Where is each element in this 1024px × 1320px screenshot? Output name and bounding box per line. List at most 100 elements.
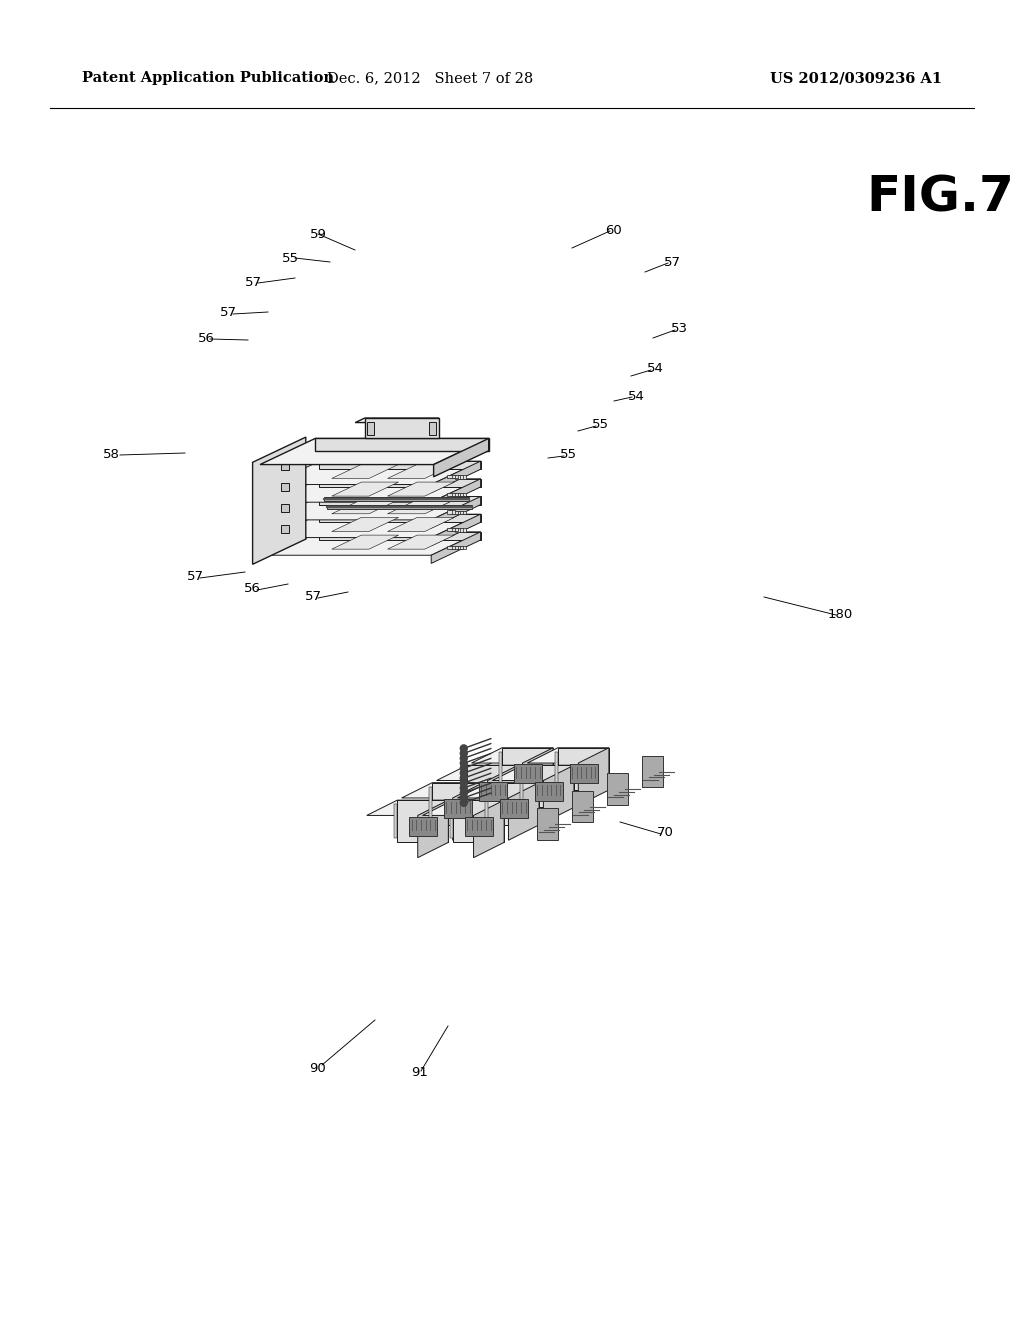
Polygon shape (447, 545, 453, 549)
Polygon shape (493, 766, 574, 780)
Polygon shape (558, 747, 609, 789)
Polygon shape (447, 511, 453, 513)
Polygon shape (447, 492, 453, 496)
Polygon shape (270, 479, 480, 502)
Circle shape (461, 744, 467, 752)
Circle shape (461, 755, 467, 762)
Text: 54: 54 (646, 363, 664, 375)
Polygon shape (319, 461, 480, 470)
Circle shape (461, 750, 467, 756)
Circle shape (461, 780, 467, 787)
Text: 59: 59 (309, 227, 327, 240)
Text: 57: 57 (664, 256, 681, 268)
Text: 56: 56 (244, 582, 260, 595)
Polygon shape (431, 461, 480, 492)
Polygon shape (642, 755, 663, 787)
Polygon shape (461, 494, 466, 496)
Polygon shape (332, 500, 398, 513)
Polygon shape (397, 800, 449, 842)
Polygon shape (270, 496, 480, 520)
Polygon shape (514, 764, 542, 784)
Circle shape (461, 764, 467, 772)
Polygon shape (606, 774, 628, 805)
Polygon shape (461, 546, 466, 549)
Polygon shape (485, 787, 488, 821)
Polygon shape (509, 783, 539, 841)
Polygon shape (418, 800, 449, 858)
Polygon shape (324, 496, 469, 500)
Polygon shape (368, 421, 374, 436)
Polygon shape (431, 496, 480, 528)
Polygon shape (537, 808, 558, 840)
Polygon shape (270, 515, 480, 537)
Polygon shape (281, 462, 289, 470)
Polygon shape (450, 528, 455, 532)
Polygon shape (433, 438, 488, 477)
Text: 91: 91 (412, 1067, 428, 1080)
Circle shape (461, 775, 467, 781)
Text: 58: 58 (102, 447, 120, 461)
Polygon shape (450, 492, 455, 496)
Polygon shape (579, 747, 609, 805)
Polygon shape (458, 511, 463, 513)
Polygon shape (487, 766, 518, 822)
Polygon shape (454, 800, 504, 842)
Text: US 2012/0309236 A1: US 2012/0309236 A1 (770, 71, 942, 84)
Text: 54: 54 (628, 389, 644, 403)
Polygon shape (453, 546, 458, 549)
Polygon shape (453, 511, 458, 513)
Polygon shape (451, 804, 454, 838)
Polygon shape (527, 747, 609, 763)
Polygon shape (458, 528, 463, 532)
Polygon shape (436, 766, 518, 780)
Polygon shape (431, 515, 480, 545)
Polygon shape (473, 800, 504, 858)
Polygon shape (456, 511, 461, 513)
Polygon shape (502, 747, 553, 789)
Circle shape (461, 770, 467, 776)
Polygon shape (447, 475, 453, 478)
Polygon shape (461, 475, 466, 479)
Polygon shape (319, 496, 480, 504)
Polygon shape (319, 515, 480, 523)
Polygon shape (479, 781, 507, 801)
Polygon shape (387, 500, 455, 513)
Text: 53: 53 (671, 322, 687, 335)
Circle shape (461, 784, 467, 792)
Polygon shape (461, 511, 466, 513)
Polygon shape (281, 525, 289, 533)
Text: 90: 90 (308, 1061, 326, 1074)
Text: 57: 57 (219, 306, 237, 319)
Circle shape (461, 789, 467, 796)
Polygon shape (465, 817, 493, 836)
Polygon shape (401, 783, 483, 799)
Polygon shape (281, 483, 289, 491)
Polygon shape (394, 804, 397, 838)
Polygon shape (571, 791, 593, 822)
Polygon shape (456, 546, 461, 549)
Polygon shape (461, 528, 466, 532)
Polygon shape (569, 764, 598, 784)
Polygon shape (270, 532, 480, 556)
Polygon shape (332, 482, 398, 496)
Polygon shape (387, 465, 455, 478)
Polygon shape (332, 535, 398, 549)
Circle shape (461, 800, 467, 807)
Polygon shape (456, 475, 461, 479)
Polygon shape (453, 475, 458, 478)
Polygon shape (453, 492, 458, 496)
Polygon shape (456, 528, 461, 532)
Polygon shape (410, 817, 437, 836)
Polygon shape (450, 475, 455, 478)
Polygon shape (332, 517, 398, 532)
Polygon shape (447, 528, 453, 532)
Polygon shape (499, 752, 502, 785)
Text: 180: 180 (827, 607, 853, 620)
Text: 57: 57 (304, 590, 322, 603)
Polygon shape (432, 783, 483, 825)
Text: 70: 70 (656, 826, 674, 840)
Text: 56: 56 (198, 331, 214, 345)
Polygon shape (458, 475, 463, 479)
Text: Dec. 6, 2012   Sheet 7 of 28: Dec. 6, 2012 Sheet 7 of 28 (327, 71, 534, 84)
Polygon shape (450, 511, 455, 513)
